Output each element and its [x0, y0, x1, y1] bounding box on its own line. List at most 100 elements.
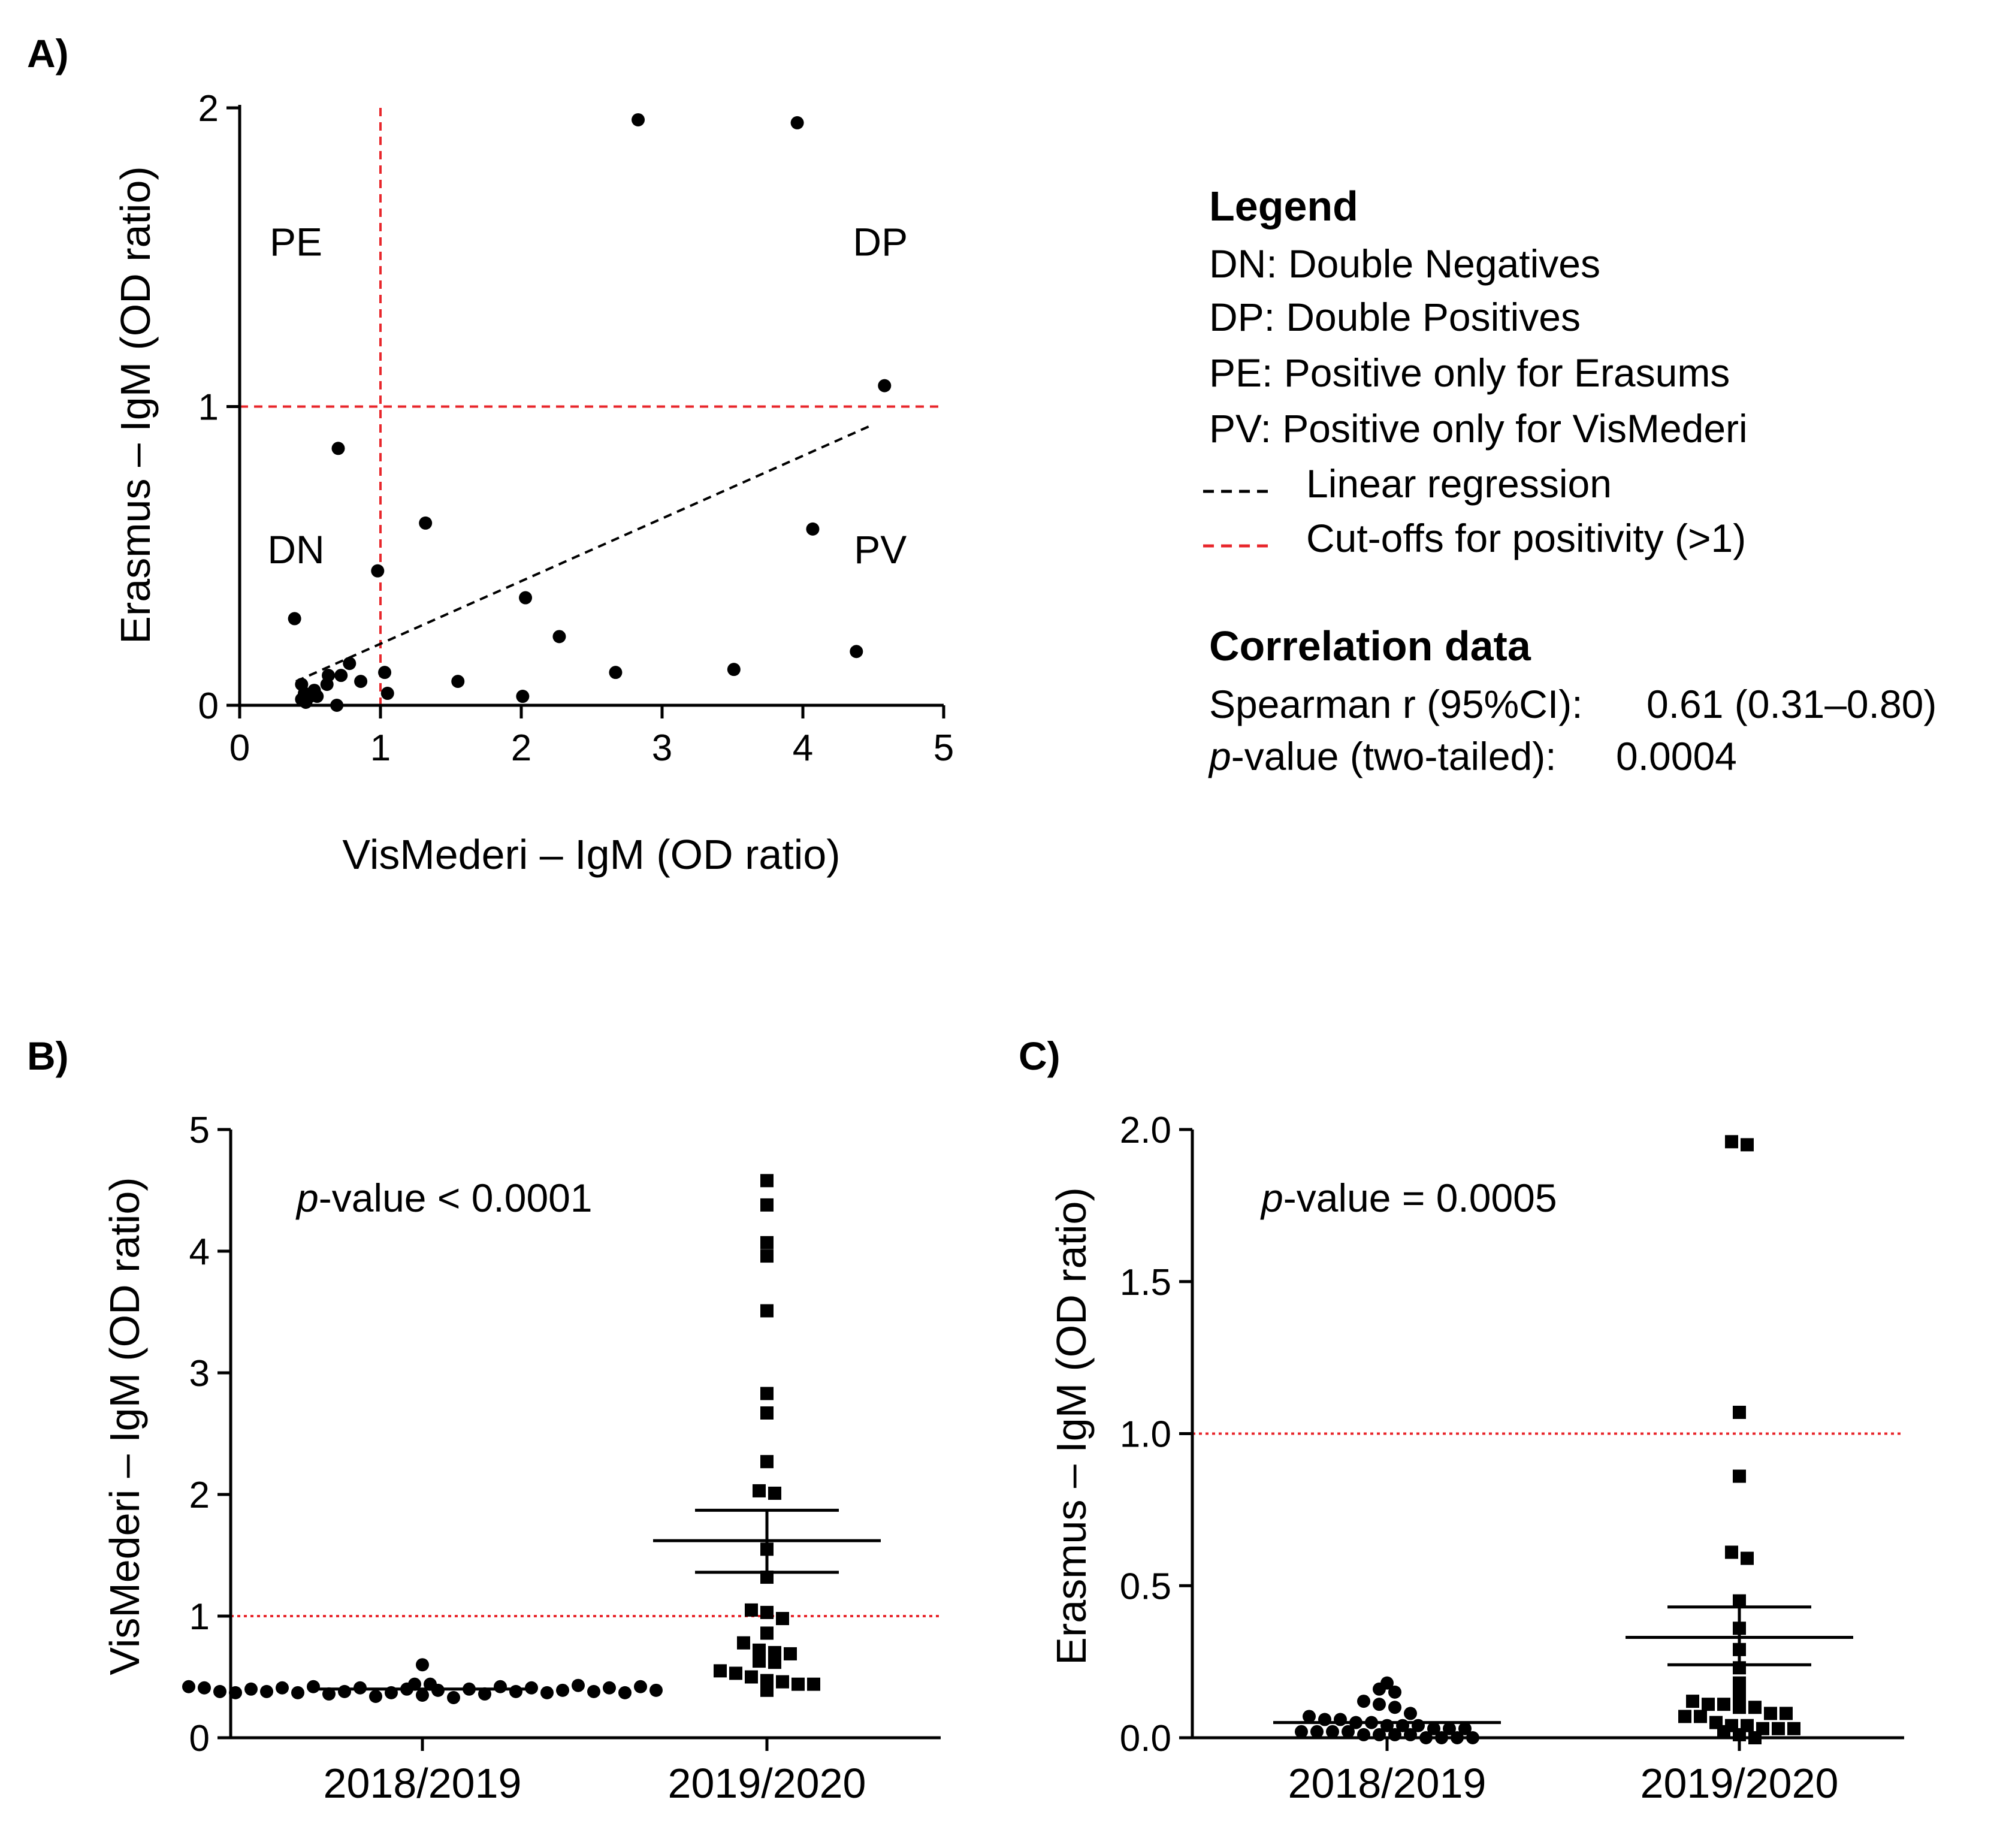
- panel-b-point-1-5: [760, 1387, 774, 1400]
- panel-c-point-0-18: [1295, 1725, 1308, 1738]
- legend-item-pv: PV: Positive only for VisMederi: [1209, 406, 1748, 451]
- panel-b-point-1-12: [745, 1603, 758, 1617]
- panel-b-point-1-13: [760, 1605, 774, 1619]
- panel-c-point-1-18: [1780, 1707, 1793, 1720]
- panel-b-point-1-22: [714, 1664, 727, 1678]
- panel-a-regression-line: [295, 423, 874, 683]
- panel-b-point-1-3: [760, 1249, 774, 1263]
- panel-c-point-1-27: [1717, 1725, 1730, 1738]
- legend-cutoff-label: Cut-offs for positivity (>1): [1306, 516, 1746, 560]
- panel-c-y-tick-label-2: 1.0: [1120, 1414, 1171, 1456]
- panel-a-point-5: [806, 522, 820, 536]
- panel-b-point-1-17: [753, 1643, 766, 1657]
- panel-b-point-1-29: [760, 1683, 774, 1697]
- legend-item-dn: DN: Double Negatives: [1209, 241, 1600, 286]
- p-italic: p: [1208, 734, 1231, 778]
- panel-b-point-0-4: [244, 1682, 258, 1696]
- panel-c-point-0-8: [1318, 1713, 1331, 1726]
- panel-c-point-1-11: [1733, 1688, 1746, 1702]
- panel-a-point-25: [310, 690, 324, 703]
- panel-c-point-1-16: [1748, 1701, 1762, 1714]
- panel-b-point-0-20: [447, 1691, 460, 1705]
- panel-b-ticks: 0 1 2 3 4 5 2018/2019 2019/2020: [189, 1110, 866, 1807]
- panel-a-point-3: [331, 442, 345, 455]
- panel-b-point-0-8: [307, 1680, 320, 1693]
- panel-a-point-23: [380, 687, 394, 700]
- panel-b-point-1-7: [760, 1455, 774, 1469]
- panel-b-point-0-26: [540, 1686, 554, 1699]
- panel-b-point-0-19: [416, 1658, 429, 1672]
- panel-b-point-1-9: [768, 1486, 781, 1500]
- panel-a-point-17: [354, 675, 368, 689]
- panel-b-point-0-22: [478, 1687, 491, 1701]
- panel-b-point-0-7: [291, 1686, 304, 1699]
- panel-c-point-0-3: [1357, 1695, 1370, 1708]
- panel-a-marks: PE DP DN PV: [240, 108, 944, 712]
- panel-c-y-tick-label-4: 2.0: [1120, 1110, 1171, 1151]
- panel-b-point-1-19: [784, 1647, 797, 1660]
- panel-b-point-1-8: [753, 1484, 766, 1497]
- panel-b-point-1-16: [737, 1636, 750, 1650]
- panel-b-annotation: p-value < 0.0001: [295, 1176, 593, 1220]
- panel-b-point-1-27: [791, 1677, 805, 1691]
- panel-a-point-2: [878, 379, 892, 392]
- panel-c-point-1-15: [1733, 1701, 1746, 1714]
- panel-c-y-tick-label-1: 0.5: [1120, 1566, 1171, 1607]
- panel-a-point-18: [451, 675, 465, 689]
- panel-a-x-label: VisMederi – IgM (OD ratio): [342, 831, 840, 878]
- panel-a-x-tick-label-0: 0: [229, 727, 250, 769]
- panel-c-category-label-1: 2019/2020: [1641, 1760, 1839, 1807]
- panel-a-point-0: [632, 113, 645, 126]
- panel-c-point-1-17: [1764, 1707, 1777, 1720]
- panel-b-point-1-6: [760, 1406, 774, 1420]
- panel-a-y-tick-label-2: 2: [198, 88, 219, 129]
- scatter-panel-a: PE DP DN PV 0 1 2 3 4 5 0 1 2 VisMederi – IgM (OD r…: [112, 88, 954, 878]
- panel-c-category-label-0: 2018/2019: [1288, 1760, 1487, 1807]
- panel-a-point-4: [419, 516, 433, 530]
- panel-c-point-0-23: [1373, 1728, 1386, 1741]
- panel-a-point-10: [850, 645, 863, 659]
- panel-b-y-tick-label-2: 2: [189, 1475, 210, 1516]
- panel-a-x-tick-label-1: 1: [370, 727, 391, 769]
- panel-b-y-tick-label-1: 1: [189, 1596, 210, 1638]
- panel-c-point-1-10: [1733, 1676, 1746, 1690]
- panel-c-marks: [1192, 1135, 1904, 1744]
- panel-b-point-0-27: [556, 1683, 569, 1697]
- p-label-text: -value (two-tailed):: [1231, 734, 1557, 778]
- panel-b-point-1-26: [776, 1675, 789, 1689]
- quadrant-label-pv: PV: [854, 527, 907, 572]
- panel-label-c: C): [1019, 1034, 1061, 1078]
- panel-c-point-1-13: [1702, 1698, 1715, 1711]
- panel-b-point-0-1: [198, 1681, 211, 1695]
- panel-b-point-1-11: [760, 1571, 774, 1584]
- panel-c-point-0-21: [1342, 1725, 1355, 1738]
- p-value: 0.0004: [1616, 734, 1737, 778]
- panel-c-y-tick-label-0: 0.0: [1120, 1718, 1171, 1759]
- panel-a-point-11: [343, 657, 357, 671]
- panel-c-annotation-p: p: [1260, 1176, 1283, 1220]
- panel-a-point-9: [552, 630, 566, 644]
- panel-c-point-1-12: [1686, 1695, 1699, 1708]
- panel-b-point-0-31: [618, 1686, 632, 1699]
- panel-b-point-0-30: [603, 1681, 616, 1695]
- panel-a-y-tick-label-0: 0: [198, 686, 219, 727]
- panel-b-point-1-2: [760, 1236, 774, 1249]
- p-value-label: p-value (two-tailed):: [1208, 734, 1557, 778]
- panel-a-point-8: [288, 612, 301, 626]
- panel-c-point-1-20: [1694, 1710, 1707, 1723]
- panel-c-point-1-14: [1717, 1698, 1730, 1711]
- panel-b-point-0-10: [338, 1684, 351, 1698]
- panel-a-point-26: [516, 690, 530, 703]
- panel-c-point-0-24: [1388, 1728, 1401, 1741]
- panel-b-point-1-1: [760, 1198, 774, 1212]
- panel-c-annotation-text: -value = 0.0005: [1283, 1176, 1557, 1220]
- panel-a-point-1: [790, 116, 804, 129]
- panel-a-y-label: Erasmus – IgM (OD ratio): [112, 166, 159, 644]
- panel-b-point-0-29: [587, 1684, 600, 1698]
- panel-b-point-1-15: [760, 1626, 774, 1640]
- panel-b-point-0-28: [572, 1678, 585, 1692]
- panel-b-annotation-text: -value < 0.0001: [319, 1176, 593, 1220]
- panel-a-x-tick-label-2: 2: [511, 727, 531, 769]
- panel-c-point-0-1: [1373, 1682, 1386, 1696]
